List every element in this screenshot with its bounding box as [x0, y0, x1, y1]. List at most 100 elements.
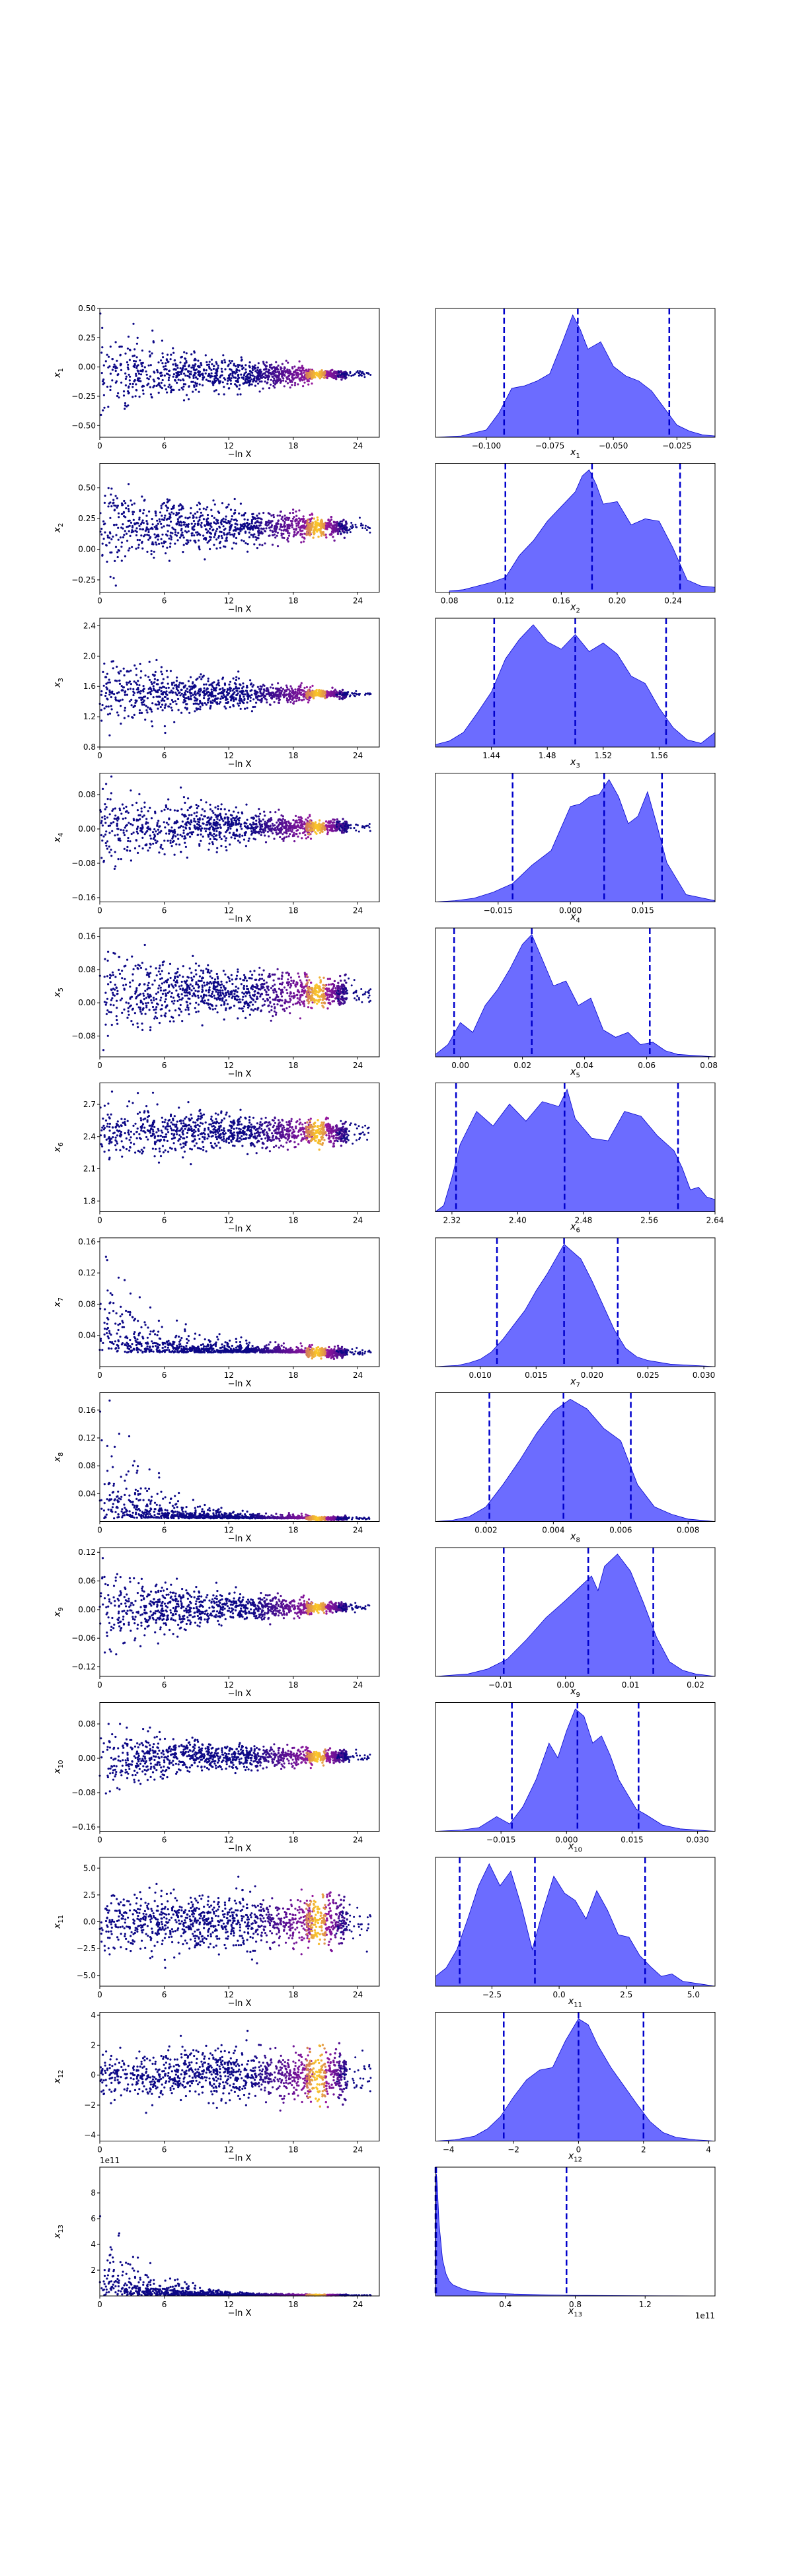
scatter-point	[237, 670, 240, 673]
scatter-point	[108, 542, 111, 544]
y-tick-label: −0.50	[71, 421, 96, 430]
scatter-point	[155, 384, 158, 388]
scatter-point	[369, 531, 371, 534]
scatter-point	[216, 528, 219, 530]
scatter-point	[208, 822, 211, 825]
scatter-point	[206, 518, 208, 521]
scatter-point	[199, 701, 202, 704]
scatter-point	[215, 363, 218, 365]
scatter-point	[184, 375, 187, 377]
scatter-point	[295, 522, 298, 525]
scatter-point	[197, 707, 200, 710]
scatter-point	[282, 688, 285, 690]
scatter-point	[239, 841, 241, 844]
scatter-point	[248, 536, 250, 539]
scatter-point	[223, 532, 225, 534]
scatter-point	[129, 534, 132, 538]
scatter-point	[315, 823, 318, 826]
scatter-point	[369, 693, 372, 696]
scatter-point	[310, 377, 313, 380]
y-tick-label: 2.0	[83, 651, 96, 661]
scatter-point	[254, 370, 257, 373]
scatter-point	[100, 372, 103, 375]
scatter-point	[218, 819, 221, 822]
scatter-point	[300, 682, 303, 684]
scatter-point	[152, 838, 155, 840]
scatter-point	[169, 358, 172, 361]
scatter-point	[154, 839, 157, 841]
scatter-point	[219, 698, 222, 700]
scatter-point	[153, 556, 155, 559]
scatter-point	[316, 530, 319, 533]
scatter-point	[200, 515, 202, 518]
scatter-point	[163, 725, 166, 728]
scatter-point	[182, 685, 185, 688]
scatter-point	[209, 700, 212, 703]
scatter-point	[141, 962, 143, 964]
scatter-point	[136, 832, 139, 835]
scatter-point	[238, 699, 241, 701]
scatter-point	[292, 691, 295, 694]
scatter-point	[302, 385, 305, 388]
scatter-point	[331, 686, 334, 689]
scatter-point	[184, 845, 187, 848]
scatter-point	[184, 357, 186, 360]
scatter-point	[138, 396, 141, 398]
scatter-point	[307, 836, 309, 839]
scatter-point	[281, 516, 283, 519]
x-tick-label: 12	[224, 906, 234, 915]
scatter-point	[285, 699, 288, 701]
scatter-point	[297, 524, 300, 526]
scatter-point	[132, 824, 134, 826]
scatter-point	[280, 532, 283, 535]
scatter-point	[155, 830, 157, 833]
scatter-point	[211, 841, 213, 843]
scatter-point	[311, 373, 313, 375]
scatter-point	[143, 534, 146, 536]
scatter-point	[252, 517, 255, 520]
scatter-point	[245, 381, 247, 384]
scatter-point	[280, 529, 283, 532]
scatter-point	[256, 372, 259, 375]
scatter-point	[255, 827, 258, 830]
scatter-point	[354, 373, 356, 375]
scatter-point	[120, 723, 122, 725]
scatter-point	[122, 511, 125, 513]
scatter-point	[265, 527, 268, 530]
scatter-point	[223, 528, 225, 531]
scatter-point	[365, 692, 367, 695]
scatter-point	[103, 406, 106, 409]
scatter-point	[170, 538, 172, 541]
scatter-point	[160, 381, 163, 384]
scatter-point	[225, 515, 227, 518]
scatter-point	[272, 513, 275, 517]
scatter-point	[310, 527, 313, 530]
scatter-point	[213, 819, 215, 822]
scatter-point	[184, 690, 187, 692]
scatter-point	[179, 834, 182, 836]
scatter-point	[307, 524, 310, 527]
scatter-point	[275, 522, 278, 525]
scatter-point	[147, 538, 150, 541]
scatter-point	[159, 520, 161, 523]
scatter-point	[272, 832, 274, 835]
scatter-point	[302, 827, 305, 830]
scatter-point	[120, 541, 123, 544]
scatter-point	[274, 811, 277, 814]
scatter-point	[254, 384, 256, 387]
scatter-point	[137, 378, 139, 380]
scatter-point	[157, 522, 159, 525]
scatter-point	[234, 522, 237, 525]
scatter-point	[243, 838, 246, 841]
scatter-point	[329, 369, 332, 373]
scatter-point	[157, 392, 160, 394]
scatter-point	[272, 687, 274, 690]
scatter-point	[309, 374, 311, 376]
scatter-point	[249, 827, 252, 830]
scatter-point	[249, 690, 252, 692]
scatter-point	[240, 698, 243, 701]
scatter-point	[111, 830, 114, 832]
scatter-point	[303, 690, 305, 692]
scatter-point	[273, 377, 276, 380]
scatter-point	[133, 704, 136, 707]
